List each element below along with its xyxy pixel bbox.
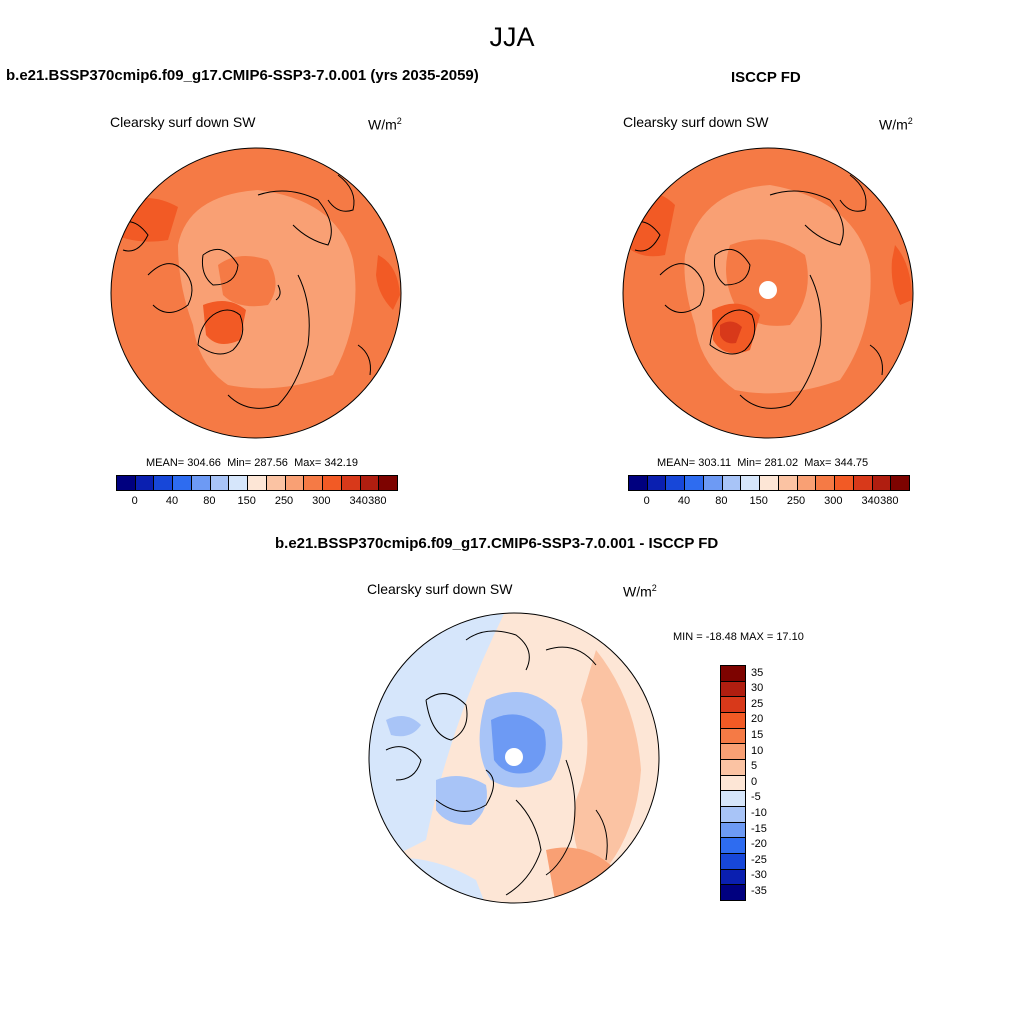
model-case-title: b.e21.BSSP370cmip6.f09_g17.CMIP6-SSP3-7.…	[6, 67, 479, 84]
colorbar-tick-label: 150	[749, 495, 768, 507]
colorbar-tick-label: -30	[751, 869, 767, 882]
right-coastlines	[629, 174, 883, 409]
colorbar-swatch	[721, 775, 745, 792]
colorbar-tick-label: 80	[715, 495, 728, 507]
colorbar-swatch	[721, 697, 745, 714]
colorbar-swatch	[835, 476, 854, 490]
difference-colorbar	[720, 665, 746, 901]
colorbar-swatch	[721, 713, 745, 729]
diff-variable-label: Clearsky surf down SW	[367, 581, 513, 597]
colorbar-tick-label: -25	[751, 853, 767, 866]
colorbar-swatch	[117, 476, 136, 490]
colorbar-tick-label: 10	[751, 744, 764, 757]
colorbar-swatch	[173, 476, 192, 490]
diff-units-label: W/m2	[623, 583, 657, 600]
colorbar-swatch	[341, 476, 361, 490]
season-title: JJA	[489, 22, 535, 52]
colorbar-swatch	[721, 807, 745, 823]
colorbar-swatch	[721, 854, 745, 870]
left-colorbar	[116, 475, 398, 491]
colorbar-swatch	[816, 476, 836, 490]
colorbar-swatch	[191, 476, 211, 490]
colorbar-tick-label: 300	[824, 495, 843, 507]
colorbar-swatch	[703, 476, 723, 490]
colorbar-tick-label: 340	[349, 495, 368, 507]
colorbar-swatch	[721, 681, 745, 698]
colorbar-swatch	[721, 744, 745, 761]
colorbar-swatch	[685, 476, 704, 490]
colorbar-tick-label: 25	[751, 697, 764, 710]
colorbar-tick-label: 20	[751, 713, 764, 726]
colorbar-swatch	[891, 476, 910, 490]
colorbar-tick-label: 0	[131, 495, 138, 507]
right-variable-label: Clearsky surf down SW	[623, 114, 769, 130]
colorbar-tick-label: -5	[751, 791, 761, 804]
difference-polar-map	[368, 612, 660, 904]
colorbar-swatch	[741, 476, 761, 490]
colorbar-tick-label: 40	[677, 495, 691, 507]
colorbar-tick-label: -15	[751, 822, 767, 835]
colorbar-tick-label: -20	[751, 838, 767, 851]
colorbar-tick-label: 40	[165, 495, 179, 507]
right-polar-map	[622, 147, 914, 439]
diff-minmax: MIN = -18.48 MAX = 17.10	[673, 631, 804, 643]
colorbar-tick-label: 380	[368, 495, 387, 507]
colorbar-swatch	[872, 476, 892, 490]
colorbar-tick-label: 80	[203, 495, 216, 507]
colorbar-tick-label: -10	[751, 807, 767, 819]
colorbar-swatch	[721, 760, 745, 776]
colorbar-swatch	[853, 476, 873, 490]
left-coastlines	[117, 174, 371, 409]
colorbar-swatch	[721, 885, 745, 901]
colorbar-tick-label: 340	[861, 495, 880, 507]
right-colorbar	[628, 475, 910, 491]
colorbar-swatch	[248, 476, 267, 490]
colorbar-swatch	[285, 476, 305, 490]
left-units-label: W/m2	[368, 116, 402, 133]
colorbar-tick-label: -35	[751, 885, 767, 897]
left-polar-map	[110, 147, 402, 439]
colorbar-swatch	[304, 476, 324, 490]
right-units-label: W/m2	[879, 116, 913, 133]
colorbar-swatch	[721, 666, 745, 682]
colorbar-swatch	[666, 476, 686, 490]
colorbar-swatch	[229, 476, 249, 490]
colorbar-swatch	[135, 476, 155, 490]
colorbar-tick-label: 300	[312, 495, 331, 507]
colorbar-tick-label: 0	[751, 775, 758, 788]
colorbar-swatch	[721, 791, 745, 808]
diff-coastlines	[385, 630, 608, 896]
colorbar-tick-label: 0	[643, 495, 650, 507]
colorbar-tick-label: 30	[751, 682, 764, 695]
difference-title: b.e21.BSSP370cmip6.f09_g17.CMIP6-SSP3-7.…	[275, 535, 719, 552]
colorbar-swatch	[760, 476, 779, 490]
colorbar-tick-label: 15	[751, 729, 764, 741]
right-stats: MEAN= 303.11 Min= 281.02 Max= 344.75	[657, 457, 869, 469]
colorbar-swatch	[797, 476, 817, 490]
colorbar-swatch	[323, 476, 342, 490]
colorbar-swatch	[360, 476, 380, 490]
colorbar-tick-label: 150	[237, 495, 256, 507]
colorbar-swatch	[721, 728, 745, 745]
left-variable-label: Clearsky surf down SW	[110, 114, 256, 130]
colorbar-swatch	[721, 838, 745, 855]
colorbar-swatch	[722, 476, 742, 490]
colorbar-swatch	[210, 476, 230, 490]
colorbar-swatch	[266, 476, 286, 490]
colorbar-swatch	[721, 869, 745, 886]
colorbar-swatch	[629, 476, 648, 490]
colorbar-swatch	[379, 476, 398, 490]
colorbar-swatch	[778, 476, 798, 490]
colorbar-swatch	[721, 822, 745, 839]
colorbar-tick-label: 35	[751, 666, 764, 679]
colorbar-tick-label: 5	[751, 760, 758, 773]
colorbar-tick-label: 250	[274, 495, 294, 507]
colorbar-tick-label: 380	[880, 495, 899, 507]
left-stats: MEAN= 304.66 Min= 287.56 Max= 342.19	[146, 457, 358, 469]
colorbar-swatch	[154, 476, 174, 490]
obs-title: ISCCP FD	[731, 69, 801, 86]
colorbar-tick-label: 250	[786, 495, 806, 507]
colorbar-swatch	[647, 476, 667, 490]
